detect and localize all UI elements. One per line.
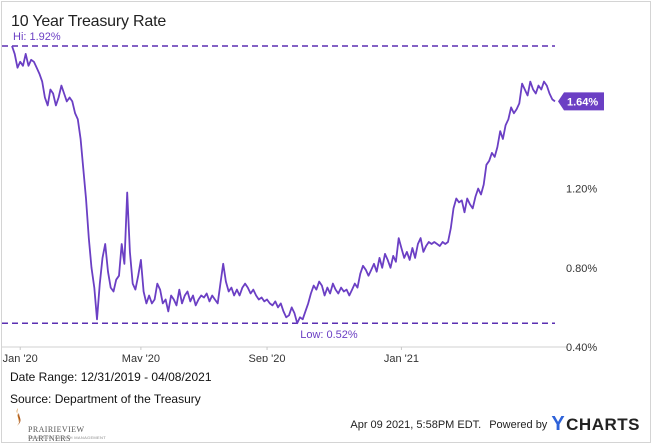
x-tick-label: Jan '21 — [384, 353, 419, 362]
chart-plot: Jan '20 May '20 Sep '20 Jan '21 1.20% 0.80% 0.… — [2, 31, 604, 362]
source-note: Source: Department of the Treasury — [10, 392, 201, 406]
low-label: Low: 0.52% — [300, 329, 358, 341]
logo-tagline: STRATEGIC WEALTH MANAGEMENT — [28, 435, 106, 440]
flame-logo-icon — [16, 408, 21, 426]
x-tick-label: Jan '20 — [3, 353, 38, 362]
series-line — [11, 45, 556, 325]
y-tick-label: 1.20% — [566, 184, 597, 196]
y-tick-label: 0.40% — [566, 342, 597, 354]
footer: Apr 09 2021, 5:58PM EDT. Powered by Y CH… — [350, 413, 640, 436]
logo-name: PRAIRIEVIEW PARTNERS — [28, 425, 85, 443]
ycharts-wordmark: CHARTS — [566, 414, 640, 434]
x-tick-label: May '20 — [122, 353, 160, 362]
last-value-label: 1.64% — [567, 96, 598, 108]
date-range: Date Range: 12/31/2019 - 04/08/2021 — [10, 370, 212, 384]
timestamp: Apr 09 2021, 5:58PM EDT. — [350, 418, 482, 431]
prairieview-logo: PRAIRIEVIEW PARTNERS STRATEGIC WEALTH MA… — [10, 407, 120, 443]
ycharts-y-mark: Y — [551, 413, 566, 435]
powered-by-label: Powered by — [489, 418, 548, 431]
chart-title: 10 Year Treasury Rate — [11, 13, 167, 30]
y-tick-label: 0.80% — [566, 263, 597, 275]
last-value-tag — [558, 92, 604, 111]
x-tick-label: Sep '20 — [249, 353, 286, 362]
ycharts-logo[interactable]: Y CHARTS — [551, 413, 640, 436]
hi-label: Hi: 1.92% — [13, 31, 61, 43]
